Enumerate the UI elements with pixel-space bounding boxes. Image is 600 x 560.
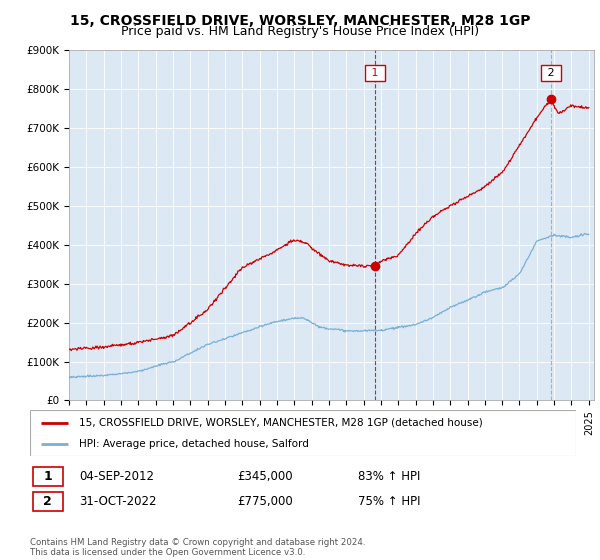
Text: 15, CROSSFIELD DRIVE, WORSLEY, MANCHESTER, M28 1GP (detached house): 15, CROSSFIELD DRIVE, WORSLEY, MANCHESTE… [79,418,483,428]
Text: £345,000: £345,000 [238,470,293,483]
Text: HPI: Average price, detached house, Salford: HPI: Average price, detached house, Salf… [79,439,309,449]
Text: Contains HM Land Registry data © Crown copyright and database right 2024.
This d: Contains HM Land Registry data © Crown c… [30,538,365,557]
Text: 15, CROSSFIELD DRIVE, WORSLEY, MANCHESTER, M28 1GP: 15, CROSSFIELD DRIVE, WORSLEY, MANCHESTE… [70,14,530,28]
Text: 1: 1 [368,68,382,78]
Text: £775,000: £775,000 [238,495,293,508]
Text: 2: 2 [544,68,558,78]
Text: 75% ↑ HPI: 75% ↑ HPI [358,495,420,508]
Text: 04-SEP-2012: 04-SEP-2012 [79,470,154,483]
Bar [33,492,63,511]
Bar [33,467,63,486]
Text: Price paid vs. HM Land Registry's House Price Index (HPI): Price paid vs. HM Land Registry's House … [121,25,479,38]
Text: 83% ↑ HPI: 83% ↑ HPI [358,470,420,483]
Text: 1: 1 [43,470,52,483]
Text: 2: 2 [43,495,52,508]
Text: 31-OCT-2022: 31-OCT-2022 [79,495,157,508]
